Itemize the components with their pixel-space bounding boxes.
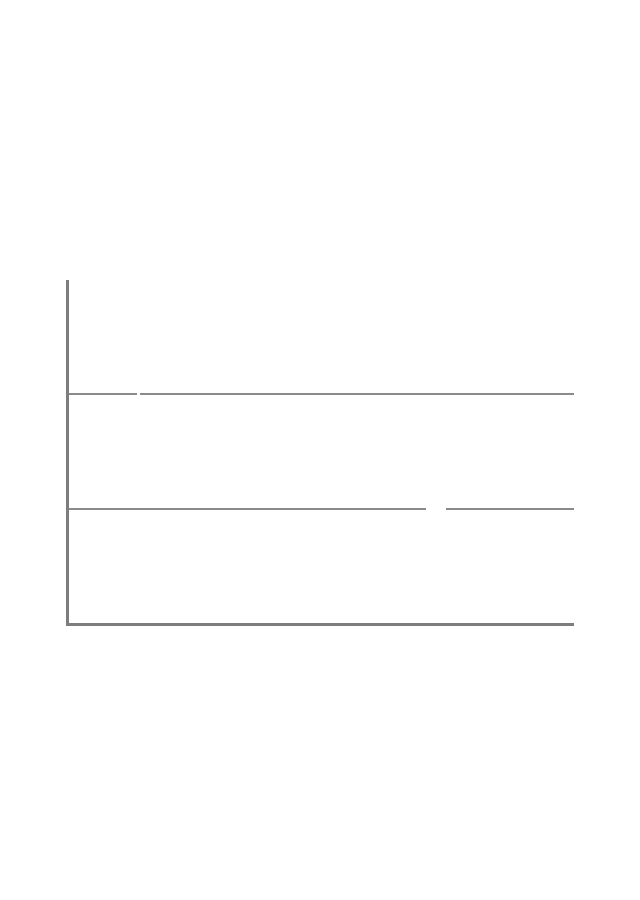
frame-left-border (66, 280, 69, 626)
divider-line-lower (69, 508, 574, 510)
panel-bottom (69, 510, 574, 622)
panel-top (69, 282, 574, 393)
divider-line-upper (69, 393, 574, 395)
panel-middle (69, 396, 574, 507)
divider-gap-lower (426, 507, 446, 511)
divider-gap-upper (137, 392, 140, 396)
frame-bottom-border (66, 623, 574, 626)
